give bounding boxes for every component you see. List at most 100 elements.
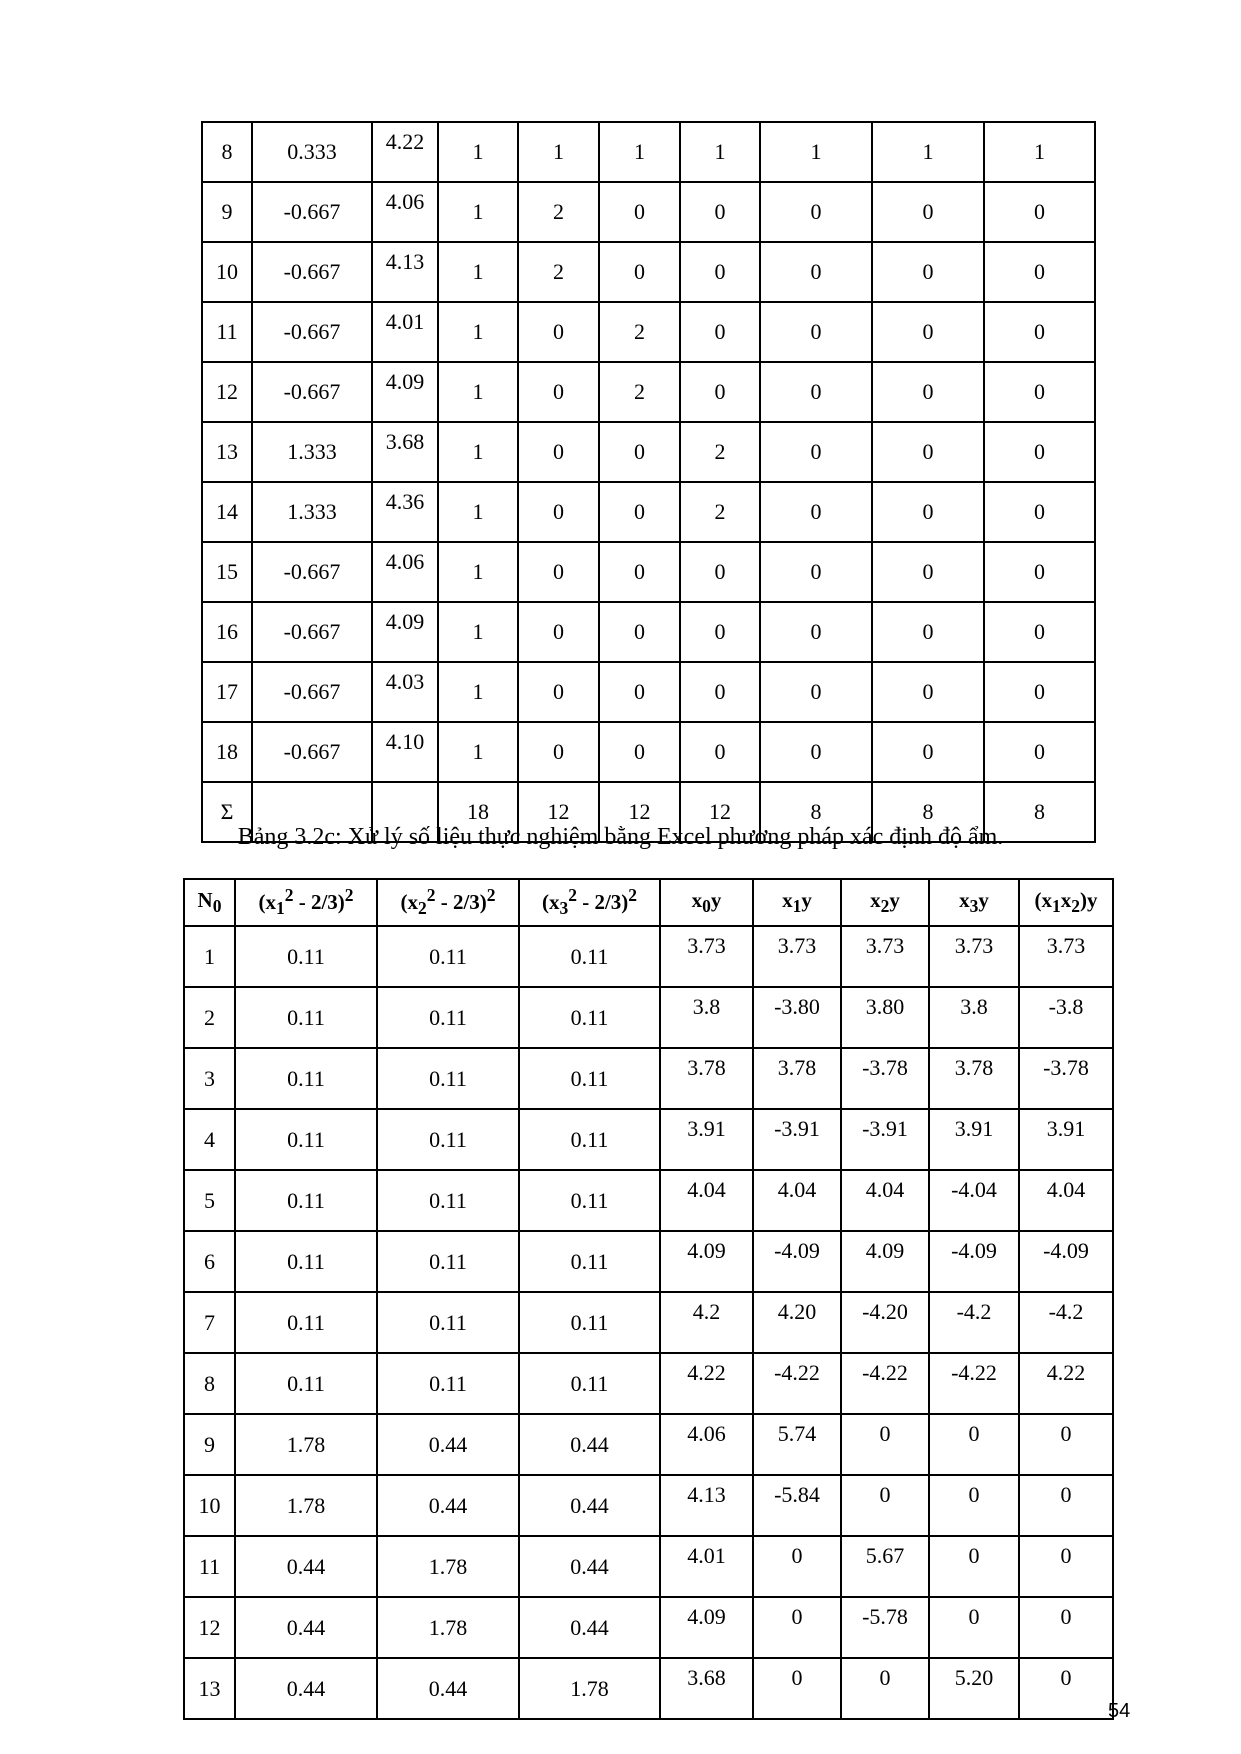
table-cell: 0.11: [376, 1352, 520, 1415]
table-cell: 0: [840, 1657, 930, 1720]
table-row: 11 -0.667 4.01 1 0 2 0 0 0 0: [201, 301, 1096, 363]
table-cell: 3.73: [840, 925, 930, 988]
table-row: 12 -0.667 4.09 1 0 2 0 0 0 0: [201, 361, 1096, 423]
table-cell: 0.11: [518, 986, 661, 1049]
table-cell: 0: [759, 481, 873, 543]
table-cell: -3.8: [1018, 986, 1114, 1049]
table-cell: 4.04: [659, 1169, 754, 1232]
table-cell: 4.13: [659, 1474, 754, 1537]
table-cell: 2: [517, 181, 600, 243]
table-cell: 4.06: [659, 1413, 754, 1476]
table-cell: 0: [598, 661, 681, 723]
table-cell: 0: [759, 661, 873, 723]
table-cell: 1.78: [376, 1535, 520, 1598]
table-cell: 1: [437, 181, 519, 243]
table-cell: 0: [759, 181, 873, 243]
table-cell: 0: [871, 181, 985, 243]
table-cell: 0.11: [376, 1108, 520, 1171]
column-header: (x1x2)y: [1018, 878, 1114, 927]
table-cell: 3.91: [928, 1108, 1020, 1171]
table-cell: 3.80: [840, 986, 930, 1049]
table-cell: 1: [598, 121, 681, 183]
table-cell: 0: [679, 361, 761, 423]
table-row: 9 -0.667 4.06 1 2 0 0 0 0 0: [201, 181, 1096, 243]
table-cell: 0: [759, 721, 873, 783]
table-cell: -0.667: [251, 661, 373, 723]
table-cell: 4.09: [371, 601, 439, 663]
table-cell: -3.91: [840, 1108, 930, 1171]
table-cell: -4.09: [1018, 1230, 1114, 1293]
column-header: x2y: [840, 878, 930, 927]
table-cell: 4.09: [371, 361, 439, 423]
table-cell: 0: [517, 721, 600, 783]
table-cell: [251, 781, 373, 843]
table-row: 8 0.333 4.22 1 1 1 1 1 1 1: [201, 121, 1096, 183]
table-cell: 0: [598, 721, 681, 783]
table-cell: 0: [871, 481, 985, 543]
table-row: 8 0.11 0.11 0.11 4.22 -4.22 -4.22 -4.22 4.22: [183, 1352, 1114, 1415]
table-cell: -0.667: [251, 361, 373, 423]
column-header: x3y: [928, 878, 1020, 927]
table-cell: 2: [598, 301, 681, 363]
table-row: 4 0.11 0.11 0.11 3.91 -3.91 -3.91 3.91 3.91: [183, 1108, 1114, 1171]
table-cell: 3.73: [928, 925, 1020, 988]
table-cell: 2: [517, 241, 600, 303]
table-cell: 4.20: [752, 1291, 842, 1354]
table-cell: 0.11: [518, 1230, 661, 1293]
table-row: 6 0.11 0.11 0.11 4.09 -4.09 4.09 -4.09 -4.09: [183, 1230, 1114, 1293]
table-cell: 5: [183, 1169, 236, 1232]
table-cell: 8: [201, 121, 253, 183]
table-cell: 0.11: [376, 986, 520, 1049]
table-cell: 0: [679, 241, 761, 303]
table-cell: 0.11: [518, 925, 661, 988]
table-cell: 0: [517, 361, 600, 423]
table-cell: 1: [437, 241, 519, 303]
table-cell: 0: [871, 661, 985, 723]
table-cell: 0: [752, 1657, 842, 1720]
table-cell: 0.11: [234, 986, 378, 1049]
table-cell: 4.2: [659, 1291, 754, 1354]
table-cell: -4.22: [752, 1352, 842, 1415]
table-cell: -4.09: [752, 1230, 842, 1293]
table-cell: 0: [983, 541, 1096, 603]
table-cell: -4.22: [840, 1352, 930, 1415]
table-cell: 3.8: [659, 986, 754, 1049]
table-cell: 4.04: [752, 1169, 842, 1232]
table-row: 5 0.11 0.11 0.11 4.04 4.04 4.04 -4.04 4.04: [183, 1169, 1114, 1232]
table-cell: 13: [183, 1657, 236, 1720]
table-cell: 11: [183, 1535, 236, 1598]
table-cell: -3.80: [752, 986, 842, 1049]
table-cell: 0: [752, 1535, 842, 1598]
table-cell: 1: [871, 121, 985, 183]
table-cell: 0: [983, 301, 1096, 363]
table-cell: -3.78: [840, 1047, 930, 1110]
table-cell: 0: [1018, 1535, 1114, 1598]
table-cell: 15: [201, 541, 253, 603]
table-cell: 0: [598, 541, 681, 603]
table-cell: 0: [517, 601, 600, 663]
table-cell: 0: [983, 361, 1096, 423]
table-cell: -4.2: [928, 1291, 1020, 1354]
table-cell: 2: [679, 421, 761, 483]
table-cell: 0: [517, 481, 600, 543]
table-cell: 4.13: [371, 241, 439, 303]
table-cell: 3.78: [752, 1047, 842, 1110]
table-cell: 3.73: [1018, 925, 1114, 988]
table-cell: 0.44: [376, 1474, 520, 1537]
table-cell: 0: [759, 301, 873, 363]
table-cell: Σ: [201, 781, 253, 843]
table-cell: 4.06: [371, 181, 439, 243]
table-row: Σ 18 12 12 12 8 8 8: [201, 781, 1096, 843]
table-row: 17 -0.667 4.03 1 0 0 0 0 0 0: [201, 661, 1096, 723]
table-cell: 6: [183, 1230, 236, 1293]
column-header: (x32 - 2/3)2: [518, 878, 661, 927]
table-cell: 8: [983, 781, 1096, 843]
table-cell: 0.11: [518, 1352, 661, 1415]
table-cell: 1.78: [234, 1413, 378, 1476]
table-cell: 0.11: [376, 1230, 520, 1293]
table-cell: 8: [183, 1352, 236, 1415]
table-cell: 14: [201, 481, 253, 543]
table-cell: 3.73: [752, 925, 842, 988]
table-cell: 0: [759, 361, 873, 423]
table-cell: 1.333: [251, 481, 373, 543]
